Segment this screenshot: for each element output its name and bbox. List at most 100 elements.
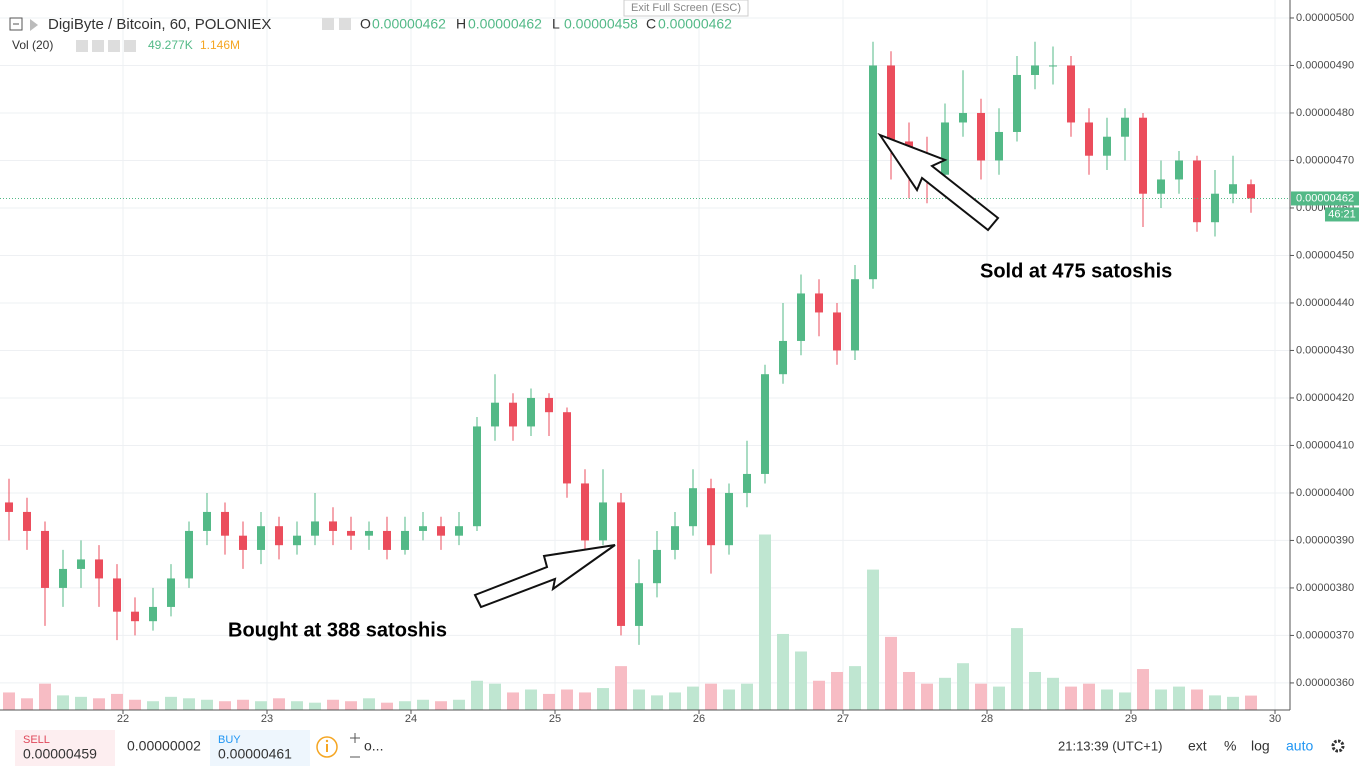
volume-icon[interactable] [108,40,120,52]
volume-bar [561,689,573,710]
candle-body [23,511,31,531]
volume-bar [741,683,753,710]
candle-body [1157,179,1165,194]
volume-bar [1065,686,1077,710]
volume-bar [651,695,663,710]
volume-bar [147,701,159,710]
y-tick-label: 0.00000380 [1296,582,1354,594]
settings-icon[interactable] [339,18,351,30]
candle-body [383,530,391,550]
volume-ma-value: 1.146M [200,38,240,52]
candle-body [221,511,229,536]
log-toggle[interactable]: log [1251,738,1270,754]
volume-bar [1155,689,1167,710]
buy-label: BUY [218,734,241,746]
info-icon[interactable] [316,736,338,758]
volume-bar [39,683,51,710]
candle-body [149,606,157,622]
y-tick-label: 0.00000370 [1296,629,1354,641]
last-price-label: 0.00000462 [1296,192,1354,204]
buy-arrow [473,544,616,609]
volume-bar [201,699,213,710]
volume-bar [813,680,825,710]
volume-icon[interactable] [124,40,136,52]
settings-gear[interactable] [1331,739,1345,753]
volume-bar [489,683,501,710]
y-tick-label: 0.00000410 [1296,439,1354,451]
countdown-box [1325,207,1359,222]
candle-body [41,530,49,588]
candle-body [275,526,283,546]
candle-body [1049,65,1057,67]
ohlc-value: 0.00000462 [372,16,446,32]
volume-bar [1029,671,1041,710]
candle-body [1193,160,1201,223]
y-tick-label: 0.00000360 [1296,677,1354,689]
candle-body [113,578,121,612]
candle-body [995,131,1003,161]
volume-bar [921,683,933,710]
volume-icon[interactable] [92,40,104,52]
collapse-icon[interactable] [9,17,23,31]
settings-icon[interactable] [322,18,334,30]
volume-bar [57,695,69,710]
ext-toggle[interactable]: ext [1188,738,1207,754]
volume-bar [309,702,321,710]
candle-layer [5,41,1255,645]
candle-body [1031,65,1039,75]
clock: 21:13:39 (UTC+1) [1058,738,1162,753]
buy-button[interactable] [210,730,310,766]
volume-bar [849,666,861,710]
volume-bar [183,698,195,710]
y-tick-label: 0.00000400 [1296,487,1354,499]
candle-body [833,312,841,351]
candle-body [599,502,607,541]
y-tick-label: 0.00000450 [1296,249,1354,261]
candle-body [509,402,517,427]
candle-body [635,583,643,626]
sell-price: 0.00000459 [23,746,97,762]
volume-bar [1245,695,1257,710]
volume-layer [3,534,1257,710]
sell-arrow [877,132,1000,232]
candle-body [617,502,625,626]
x-tick-label: 29 [1125,713,1137,725]
candle-body [1013,74,1021,132]
candle-body [761,374,769,474]
volume-bar [21,698,33,710]
candle-body [1247,184,1255,199]
volume-bar [507,692,519,710]
volume-bar [687,686,699,710]
volume-bar [939,677,951,710]
volume-bar [453,699,465,710]
candle-body [167,578,175,607]
volume-bar [633,689,645,710]
y-tick-label: 0.00000470 [1296,154,1354,166]
ohlc-key: H [456,16,466,32]
candle-body [815,293,823,313]
volume-bar [975,683,987,710]
volume-icon[interactable] [76,40,88,52]
ohlc-key: C [646,16,656,32]
candle-body [743,473,751,493]
volume-bar [867,569,879,710]
y-tick-label: 0.00000390 [1296,534,1354,546]
truncated-text: o... [364,738,383,754]
candle-body [887,65,895,142]
volume-bar [1173,686,1185,710]
candle-body [527,397,535,427]
sell-button[interactable] [15,730,115,766]
y-tick-label: 0.00000420 [1296,392,1354,404]
candle-body [491,402,499,427]
candle-body [293,535,301,546]
volume-bar [417,699,429,710]
auto-toggle[interactable]: auto [1286,738,1313,754]
symbol-icon [30,19,38,31]
candle-body [455,526,463,536]
candle-body [473,426,481,527]
candle-body [851,279,859,351]
percent-toggle[interactable]: % [1224,738,1236,754]
ohlc-value: 0.00000462 [468,16,542,32]
buy-price: 0.00000461 [218,746,292,762]
